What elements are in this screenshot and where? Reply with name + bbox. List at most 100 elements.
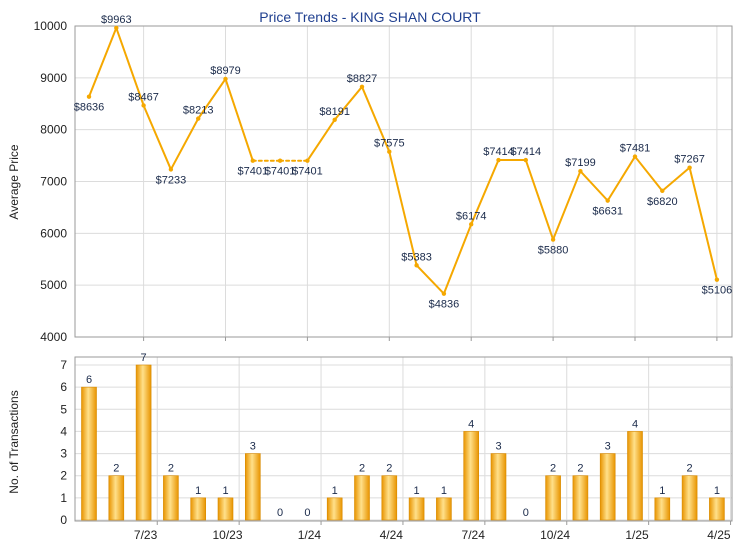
transactions-data-label: 1: [332, 485, 338, 497]
price-point: [250, 158, 255, 163]
price-point: [141, 103, 146, 108]
price-point: [714, 277, 720, 282]
transactions-bar: [436, 497, 452, 521]
price-data-label: $8191: [319, 106, 350, 118]
price-data-label: $6820: [647, 196, 678, 208]
transactions-data-label: 6: [86, 374, 92, 386]
price-data-label: $4836: [429, 299, 460, 311]
transactions-data-label: 2: [168, 463, 174, 475]
transactions-data-label: 7: [141, 352, 147, 364]
transactions-grid: [75, 357, 732, 521]
transactions-bar: [245, 453, 261, 521]
x-tick-label: 10/23: [212, 528, 242, 542]
price-point: [196, 116, 201, 121]
price-data-label: $6174: [456, 210, 487, 222]
price-point: [687, 165, 692, 170]
transactions-data-label: 1: [714, 485, 720, 497]
price-line-segment: [470, 159, 500, 226]
price-y-tick-label: 4000: [40, 330, 67, 344]
x-tick-label: 10/24: [540, 528, 570, 542]
transactions-y-tick-label: 7: [60, 358, 67, 372]
price-line-series: [86, 25, 720, 296]
price-point: [578, 168, 583, 174]
price-data-label: $5106: [702, 285, 733, 297]
transactions-data-label: 1: [441, 485, 447, 497]
price-line-segment: [415, 264, 445, 295]
transactions-y-tick-label: 3: [60, 447, 67, 461]
price-point: [332, 117, 337, 122]
transactions-y-tick-label: 2: [60, 469, 67, 483]
x-tick-label: 4/24: [380, 528, 404, 542]
price-y-ticks: 4000 5000 6000 7000 8000 9000 10000: [34, 19, 68, 344]
price-line-segment: [388, 150, 418, 267]
price-data-label: $7414: [483, 146, 514, 158]
price-point: [277, 158, 283, 163]
transactions-data-labels: 6 2 7 2 1 1 3 0 0 1 2 2 1 1 4 3 0 2 2 3 4 1 2 1: [86, 352, 720, 519]
price-data-label: $9963: [101, 14, 132, 26]
transactions-bars: [81, 364, 725, 521]
price-line-segment: [169, 117, 200, 171]
transactions-bar: [681, 475, 698, 521]
price-point: [305, 158, 310, 163]
price-data-label: $5383: [401, 251, 432, 263]
transactions-bar: [190, 497, 206, 521]
price-data-label: $8827: [347, 73, 378, 85]
price-line-segment: [306, 118, 336, 162]
price-line-segment: [661, 166, 691, 192]
price-line-segment: [361, 85, 391, 153]
transactions-data-label: 1: [195, 485, 201, 497]
transactions-bar: [654, 497, 671, 521]
price-data-label: $7481: [620, 143, 651, 155]
transactions-y-tick-label: 1: [60, 491, 67, 505]
price-data-label: $7401: [292, 166, 323, 178]
price-grid: [75, 25, 732, 338]
transactions-bar: [354, 475, 370, 521]
price-y-tick-label: 9000: [40, 71, 67, 85]
x-tick-label: 7/23: [134, 528, 158, 542]
transactions-bar: [709, 497, 725, 521]
price-point: [496, 157, 501, 163]
transactions-bar: [572, 475, 589, 521]
price-point: [550, 237, 556, 242]
price-y-tick-label: 7000: [40, 175, 67, 189]
price-y-tick-label: 5000: [40, 278, 67, 292]
price-y-axis-label: Average Price: [7, 144, 21, 219]
transactions-bar: [381, 475, 398, 521]
price-point: [632, 154, 638, 159]
price-line-segment: [524, 159, 555, 241]
transactions-bar: [599, 453, 616, 521]
transactions-data-label: 2: [577, 463, 583, 475]
price-point: [387, 149, 392, 154]
transactions-y-tick-label: 4: [60, 424, 67, 438]
price-data-label: $8636: [74, 102, 105, 114]
price-line-segment: [197, 77, 227, 120]
price-point: [523, 157, 528, 163]
chart-title: Price Trends - KING SHAN COURT: [259, 9, 481, 25]
price-data-label: $7233: [156, 174, 187, 186]
price-line-segment: [579, 170, 609, 202]
price-data-label: $8213: [183, 105, 214, 117]
transactions-data-label: 1: [414, 485, 420, 497]
x-tick-label: 7/24: [462, 528, 486, 542]
transactions-data-label: 4: [632, 418, 638, 430]
transactions-data-label: 2: [550, 463, 556, 475]
price-point: [223, 76, 228, 82]
price-x-ticks: [143, 337, 718, 341]
transactions-bar: [326, 497, 343, 521]
x-tick-label: 1/24: [298, 528, 322, 542]
transactions-bar: [108, 475, 125, 521]
transactions-bar: [217, 497, 234, 521]
price-line-segment: [142, 104, 172, 171]
transactions-y-tick-label: 0: [60, 513, 67, 527]
price-point: [114, 25, 119, 31]
x-tick-label: 1/25: [625, 528, 649, 542]
transactions-y-tick-label: 5: [60, 402, 67, 416]
transactions-data-label: 2: [386, 463, 392, 475]
transactions-data-label: 0: [277, 507, 283, 519]
price-point: [168, 167, 174, 172]
transactions-y-axis-label: No. of Transactions: [7, 390, 21, 493]
transactions-data-label: 0: [304, 507, 310, 519]
transactions-bar: [135, 364, 152, 521]
transactions-bar: [408, 497, 425, 521]
